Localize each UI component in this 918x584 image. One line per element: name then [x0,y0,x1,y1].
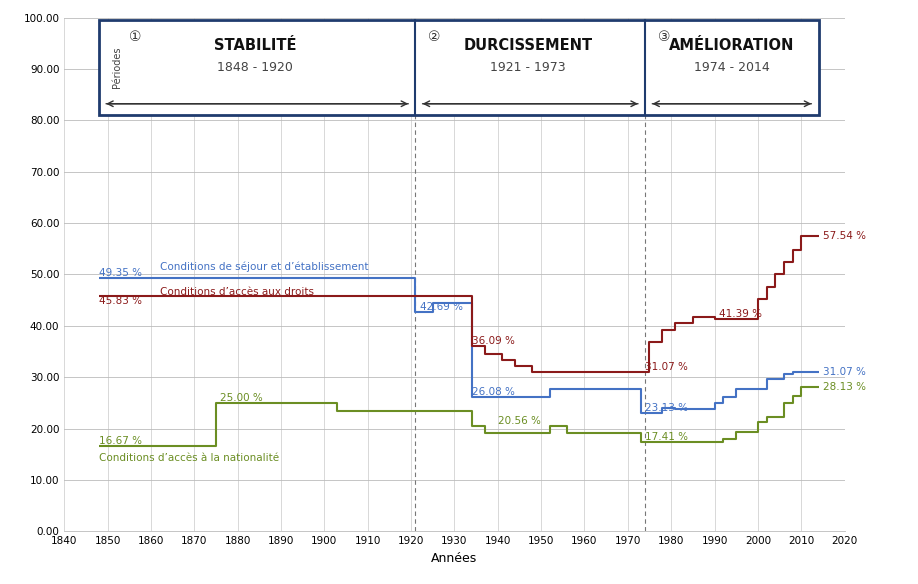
Bar [99,20,819,115]
Text: 31.07 %: 31.07 % [645,361,688,372]
Text: DURCISSEMENT: DURCISSEMENT [464,38,593,53]
Text: 49.35 %: 49.35 % [99,268,142,278]
Text: 1974 - 2014: 1974 - 2014 [694,61,769,74]
Text: 57.54 %: 57.54 % [823,231,866,241]
Text: ③: ③ [658,30,671,44]
X-axis label: Années: Années [431,552,477,565]
Text: 1848 - 1920: 1848 - 1920 [217,61,293,74]
Text: 17.41 %: 17.41 % [645,432,688,442]
Text: 1921 - 1973: 1921 - 1973 [490,61,565,74]
Text: Conditions d’accès à la nationalité: Conditions d’accès à la nationalité [99,453,279,463]
Text: 42.69 %: 42.69 % [420,302,463,312]
Text: 16.67 %: 16.67 % [99,436,142,446]
Text: Conditions de séjour et d’établissement: Conditions de séjour et d’établissement [160,262,368,272]
Text: 26.08 %: 26.08 % [472,387,515,397]
Text: ①: ① [129,30,141,44]
Text: 23.13 %: 23.13 % [645,402,688,412]
Text: Périodes: Périodes [112,47,122,88]
Text: AMÉLIORATION: AMÉLIORATION [669,38,795,53]
Text: 41.39 %: 41.39 % [719,309,762,319]
Text: 45.83 %: 45.83 % [99,296,142,306]
Text: 20.56 %: 20.56 % [498,416,541,426]
Text: ②: ② [429,30,441,44]
Text: 28.13 %: 28.13 % [823,382,866,392]
Text: 25.00 %: 25.00 % [220,393,263,403]
Text: Conditions d’accès aux droits: Conditions d’accès aux droits [160,287,314,297]
Text: 31.07 %: 31.07 % [823,367,866,377]
Text: 36.09 %: 36.09 % [472,336,515,346]
Text: STABILITÉ: STABILITÉ [214,38,297,53]
